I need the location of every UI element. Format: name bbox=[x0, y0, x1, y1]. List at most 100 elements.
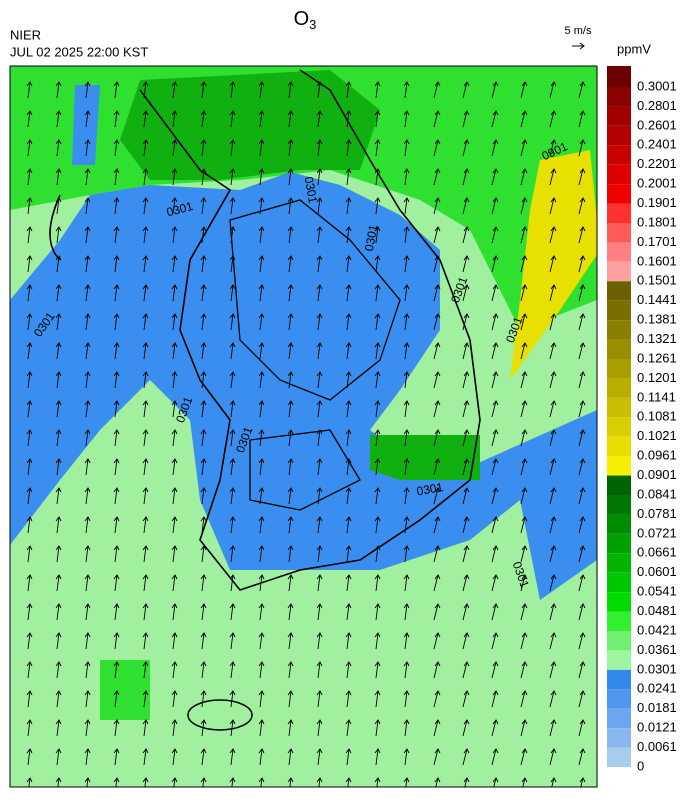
wind-arrow bbox=[287, 690, 294, 708]
wind-arrow bbox=[316, 110, 323, 128]
wind-arrow bbox=[374, 139, 381, 157]
wind-arrow bbox=[113, 777, 120, 787]
wind-arrow bbox=[403, 748, 410, 766]
colorbar-label: 0.3001 bbox=[637, 78, 677, 93]
wind-arrow bbox=[433, 255, 441, 273]
wind-arrow bbox=[26, 284, 33, 302]
wind-arrow bbox=[316, 661, 323, 679]
wind-arrow bbox=[55, 429, 62, 447]
wind-arrow bbox=[316, 400, 323, 418]
wind-arrow bbox=[316, 139, 323, 157]
wind-arrow bbox=[287, 748, 294, 766]
wind-arrow bbox=[55, 719, 62, 737]
wind-arrow bbox=[462, 255, 470, 273]
wind-arrow bbox=[26, 139, 33, 157]
wind-arrow bbox=[316, 777, 323, 787]
wind-arrow bbox=[287, 661, 294, 679]
wind-arrow bbox=[520, 632, 528, 650]
colorbar-swatch bbox=[607, 106, 631, 126]
wind-arrow bbox=[578, 139, 586, 157]
wind-arrow bbox=[258, 661, 265, 679]
wind-arrow bbox=[287, 400, 294, 418]
wind-arrow bbox=[433, 110, 441, 128]
wind-arrow bbox=[258, 777, 265, 787]
wind-arrow bbox=[258, 342, 265, 360]
province-borders bbox=[229, 199, 401, 511]
colorbar-label: 0.0181 bbox=[637, 700, 677, 715]
wind-arrow bbox=[258, 632, 265, 650]
wind-arrow bbox=[433, 719, 441, 737]
wind-arrow bbox=[287, 371, 294, 389]
colorbar-label: 0.0781 bbox=[637, 506, 677, 521]
wind-arrow bbox=[142, 342, 149, 360]
wind-arrow bbox=[521, 777, 528, 787]
colorbar-label: 0.0481 bbox=[637, 603, 677, 618]
coastline bbox=[49, 69, 481, 591]
colorbar-label: 0 bbox=[637, 758, 644, 773]
wind-arrow bbox=[55, 777, 62, 787]
wind-arrow bbox=[55, 313, 62, 331]
wind-arrow bbox=[492, 777, 499, 787]
wind-arrow bbox=[229, 545, 236, 563]
wind-arrow bbox=[113, 400, 120, 418]
colorbar-swatch bbox=[607, 747, 631, 767]
colorbar-swatch bbox=[607, 87, 631, 107]
wind-arrow bbox=[258, 545, 265, 563]
wind-arrow bbox=[171, 719, 178, 737]
wind-arrow bbox=[142, 690, 149, 708]
wind-arrow bbox=[578, 400, 586, 418]
wind-arrow bbox=[171, 313, 178, 331]
wind-arrow bbox=[462, 371, 470, 389]
wind-arrow bbox=[433, 429, 441, 447]
wind-arrow bbox=[171, 255, 178, 273]
wind-arrow bbox=[491, 719, 499, 737]
wind-arrow bbox=[433, 632, 441, 650]
wind-arrow bbox=[26, 400, 33, 418]
wind-arrow bbox=[55, 632, 62, 650]
wind-arrow bbox=[549, 574, 557, 592]
wind-arrow bbox=[433, 400, 441, 418]
wind-arrow bbox=[549, 110, 557, 128]
wind-arrow bbox=[287, 110, 294, 128]
wind-arrow bbox=[345, 110, 352, 128]
wind-arrow bbox=[113, 284, 120, 302]
wind-arrow bbox=[55, 284, 62, 302]
wind-arrow bbox=[113, 632, 120, 650]
wind-arrow bbox=[26, 81, 33, 99]
wind-arrow bbox=[142, 632, 149, 650]
wind-arrow bbox=[491, 139, 499, 157]
wind-arrow bbox=[142, 777, 149, 787]
wind-arrow bbox=[84, 371, 91, 389]
wind-arrow bbox=[84, 313, 91, 331]
wind-arrow bbox=[462, 690, 470, 708]
wind-arrow bbox=[520, 255, 528, 273]
wind-arrow bbox=[345, 139, 352, 157]
wind-arrow bbox=[26, 748, 33, 766]
colorbar-label: 0.1141 bbox=[637, 389, 676, 404]
wind-arrow bbox=[26, 110, 33, 128]
wind-arrow bbox=[491, 458, 499, 476]
wind-arrow bbox=[113, 516, 120, 534]
wind-arrow bbox=[200, 748, 207, 766]
wind-arrow bbox=[549, 226, 557, 244]
wind-arrow bbox=[26, 168, 33, 186]
wind-arrow bbox=[229, 226, 236, 244]
wind-arrow bbox=[113, 139, 120, 157]
wind-arrow bbox=[171, 342, 178, 360]
wind-arrow bbox=[84, 516, 91, 534]
wind-arrow bbox=[491, 284, 499, 302]
wind-arrow bbox=[549, 168, 557, 186]
wind-arrow bbox=[142, 516, 149, 534]
colorbar-swatch bbox=[607, 397, 631, 418]
wind-arrow bbox=[142, 400, 149, 418]
wind-arrow bbox=[520, 487, 528, 505]
wind-arrow bbox=[345, 748, 352, 766]
wind-arrow bbox=[578, 545, 586, 563]
wind-arrow bbox=[433, 690, 441, 708]
wind-arrow bbox=[200, 284, 207, 302]
wind-arrow bbox=[374, 632, 381, 650]
wind-arrow bbox=[113, 226, 120, 244]
colorbar-label: 0.1021 bbox=[637, 428, 677, 443]
wind-arrow bbox=[403, 284, 410, 302]
wind-arrow bbox=[316, 516, 323, 534]
